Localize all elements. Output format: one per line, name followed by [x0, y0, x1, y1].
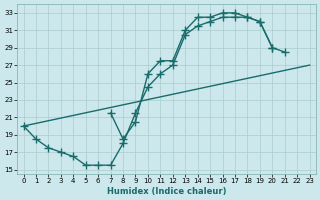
X-axis label: Humidex (Indice chaleur): Humidex (Indice chaleur)	[107, 187, 226, 196]
